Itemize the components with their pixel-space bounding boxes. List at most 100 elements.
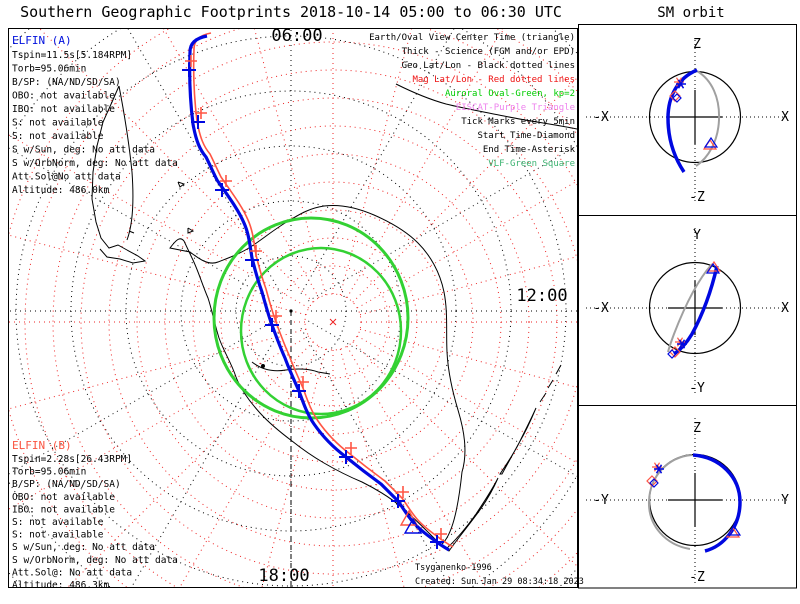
legend-item: Mag Lat/Lon - Red dotted lines [412,75,575,85]
sm-orbit-panel-yz: Z -Z -Y Y [586,418,789,585]
info-line: Torb=95.06min [12,64,86,75]
mlt-label-18: 18:00 [258,566,309,586]
info-line: S: not available [12,118,104,129]
sm-panel-frame-2 [578,215,797,406]
info-line: Att.Sol@: No att data [12,567,132,578]
magnetic-pole-mark [329,318,337,326]
start-time-diamond-b [669,90,681,102]
info-line: Tspin=11.5s[5.184RPM] [12,50,132,61]
south-america-coastline [91,85,147,264]
legend-item: Tick Marks every 5min [461,117,575,127]
elfin-b-title: ELFIN (B) [12,439,72,452]
legend-item: Start Time-Diamond [477,131,575,141]
end-time-asterisk-a [677,339,687,349]
elfin-a-info-block: ELFIN (A) Tspin=11.5s[5.184RPM] Torb=95.… [12,34,178,196]
new-zealand-coastline [445,364,562,552]
mlt-label-12: 12:00 [516,286,567,306]
info-line: S: not available [12,517,104,528]
elfin-b-tick-marks [185,55,447,540]
legend-item: VLF-Green Square [488,159,575,169]
map-legend: Earth/Oval View Center Time (triangle) T… [369,33,575,169]
page-title: Southern Geographic Footprints 2018-10-1… [20,3,562,21]
info-line: OBO: not available [12,492,115,503]
info-line: B/SP: (NA/ND/SD/SA) [12,77,121,88]
sm-panel-frame-3 [578,405,797,589]
created-label: Created: Sun Jan 29 08:34:18 2023 [415,577,584,587]
coastlines [91,83,577,552]
earth-cross [668,90,722,144]
sm-orbit-panels: Z -Z -X X Y -Y -X X [578,24,797,589]
auroral-oval-inner [239,246,403,416]
start-time-diamond-a [667,349,677,359]
axis-label-right: Y [781,493,789,508]
orbit-back-arc [695,70,721,167]
info-line: Altitude: 486.3km [12,580,110,591]
start-time-diamond-b [646,475,658,487]
info-line: IBO: not available [12,504,115,515]
sm-panel-frame-1 [578,24,797,216]
axis-label-left: -X [593,301,609,316]
axis-label-left: -Y [593,493,609,508]
info-line: S w/OrbNorm, deg: No att data [12,158,178,169]
orbit-back-arc [647,454,693,550]
sm-orbit-panel-xy: Y -Y -X X [586,228,789,396]
info-line: S w/Sun, deg: No att data [12,542,155,553]
sm-orbit-title: SM orbit [657,5,724,21]
axis-label-top: Z [693,37,701,52]
info-line: Tspin=2.28s[26.43RPM] [12,454,132,465]
orbit-front-arc [692,453,742,553]
legend-item: Auroral Oval-Green, kp=2 [445,89,575,99]
geographic-pole-dot [289,309,293,313]
axis-label-top: Z [693,421,701,436]
earth-circle [648,261,742,355]
map-area [9,29,577,587]
info-line: B/SP: (NA/ND/SD/SA) [12,479,121,490]
info-line: S w/Sun, deg: No att data [12,145,155,156]
elfin-a-title: ELFIN (A) [12,34,72,47]
info-line: S: not available [12,131,104,142]
orbit-front-arc [673,265,719,356]
elfin-a-tick-marks [182,63,444,549]
map-frame [8,28,578,588]
end-time-asterisk-a [654,464,664,474]
sm-orbit-panel-xz: Z -Z -X X [586,37,789,205]
africa-south-coastline [395,83,577,130]
axis-label-bottom: -Y [689,381,705,396]
info-line: S w/OrbNorm, deg: No att data [12,555,178,566]
center-time-triangle-a [705,262,721,274]
orbit-back-arc [667,263,713,353]
legend-item: Earth/Oval View Center Time (triangle) [369,33,575,43]
earth-cross [668,473,722,527]
axis-label-bottom: -Z [689,570,705,585]
elfin-a-footprint-track [188,34,450,552]
coast-dot [261,364,265,368]
info-line: OBO: not available [12,91,115,102]
center-time-triangle-a [703,136,719,148]
elfin-b-footprint-track [192,32,454,548]
antarctica-inner-coast [251,361,331,375]
info-line: S: not available [12,530,104,541]
legend-item: End Time-Asterisk [483,145,576,155]
magnetic-grid [9,29,577,587]
axis-label-top: Y [693,228,701,243]
antarctica-coastline [169,205,466,546]
mlt-label-06: 06:00 [271,26,322,46]
axis-label-right: X [781,301,789,316]
elfin-b-info-block: ELFIN (B) Tspin=2.28s[26.43RPM] Torb=95.… [12,439,178,591]
info-line: Altitude: 486.0km [12,185,110,196]
axis-label-left: -X [593,110,609,125]
info-line: IBO: not available [12,104,115,115]
start-time-diamond-a [649,478,659,488]
legend-item: EISCAT-Purple Triangle [456,103,575,113]
end-time-asterisk-a [676,79,686,89]
axis-label-right: X [781,110,789,125]
center-time-triangle-a [726,524,742,536]
legend-item: Thick - Science (FGM and/or EPD) [402,47,575,57]
center-time-triangle-a [403,517,423,534]
model-label: Tsyganenko-1996 [415,563,492,573]
legend-item: Geo Lat/Lon - Black dotted lines [402,61,575,71]
falkland-islands [128,181,195,234]
start-time-diamond-a [672,93,682,103]
